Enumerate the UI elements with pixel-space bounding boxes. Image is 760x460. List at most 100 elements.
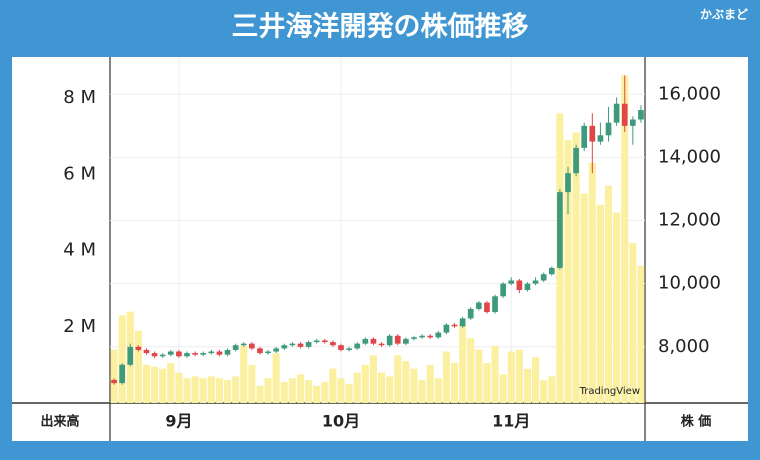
y-tick-label: 12,000	[658, 210, 721, 231]
volume-bar	[175, 372, 183, 403]
candle-body	[419, 335, 425, 338]
volume-bar	[491, 345, 499, 403]
volume-bar	[159, 368, 167, 403]
volume-bar	[280, 382, 288, 403]
volume-bar	[199, 378, 207, 403]
volume-bar	[142, 364, 151, 403]
candle-body	[516, 280, 523, 290]
candle-body	[411, 337, 417, 339]
x-tick-label: 9月	[165, 412, 192, 431]
candle-body	[321, 340, 328, 343]
candle-body	[443, 324, 450, 333]
volume-bar	[596, 204, 604, 403]
candle-body	[589, 125, 596, 142]
volume-bar	[369, 355, 377, 403]
volume-bar	[507, 351, 515, 403]
volume-bar	[329, 368, 337, 403]
volume-bar	[151, 366, 159, 403]
volume-bar	[207, 376, 215, 403]
volume-bar	[459, 324, 467, 403]
candle-body	[500, 283, 506, 297]
candle-body	[176, 351, 182, 357]
volume-bar	[523, 368, 532, 403]
candle-body	[151, 353, 158, 357]
candle-body	[232, 345, 239, 350]
candle-body	[240, 343, 247, 346]
candle-body	[532, 280, 539, 284]
candle-body	[597, 135, 604, 142]
volume-bar	[402, 361, 410, 403]
candle-body	[565, 173, 571, 193]
candle-body	[159, 354, 166, 357]
candle-body	[338, 345, 344, 350]
volume-bar	[588, 162, 596, 403]
candle-body	[540, 274, 547, 281]
candle-body	[557, 192, 563, 268]
y-tick-label: 8 M	[63, 87, 96, 108]
candle-body	[435, 332, 442, 338]
volume-bar	[499, 374, 507, 403]
candle-body	[297, 343, 304, 347]
candle-body	[378, 343, 385, 346]
candle-body	[621, 103, 628, 126]
candle-body	[127, 346, 134, 365]
candle-body	[508, 280, 515, 284]
candle-body	[475, 302, 482, 309]
candle-body	[184, 353, 190, 357]
volume-bar	[256, 385, 264, 403]
volume-bar	[580, 193, 588, 403]
volume-bar	[621, 75, 629, 404]
candle-body	[362, 338, 369, 344]
x-tick-label: 10月	[322, 412, 360, 431]
volume-bar	[475, 349, 483, 403]
candle-body	[581, 125, 588, 148]
volume-bar	[337, 378, 345, 403]
y-tick-label: 2 M	[63, 316, 96, 337]
logo: かぶまど	[700, 8, 748, 22]
candle-body	[492, 296, 498, 313]
candle-body	[459, 318, 466, 327]
volume-bar	[629, 242, 637, 403]
volume-bar	[515, 349, 523, 403]
watermark: TradingView	[579, 386, 640, 397]
y-tick-label: 10,000	[658, 273, 721, 294]
x-tick-label: 11月	[492, 412, 530, 431]
volume-bar	[378, 372, 386, 403]
volume-bar	[426, 364, 434, 403]
candle-body	[451, 324, 458, 327]
candle-body	[257, 348, 263, 354]
candle-body	[638, 110, 644, 120]
volume-bar	[418, 380, 426, 403]
volume-bar	[191, 376, 199, 403]
volume-bar	[483, 362, 491, 403]
volume-bar	[313, 385, 321, 403]
volume-bar	[215, 378, 223, 403]
candle-body	[386, 335, 393, 346]
volume-bar	[572, 132, 580, 403]
candle-body	[605, 122, 612, 136]
volume-bar	[637, 265, 645, 403]
price-axis-label: 株 価	[681, 414, 712, 430]
volume-bar	[134, 330, 142, 403]
candle-body	[216, 351, 223, 355]
candle-body	[167, 351, 174, 355]
candle-body	[200, 353, 207, 355]
volume-bar	[232, 376, 240, 403]
candle-body	[354, 343, 361, 349]
candle-body	[467, 308, 474, 319]
candle-body	[249, 343, 255, 349]
volume-bar	[288, 378, 296, 403]
volume-bar	[272, 353, 280, 403]
candle-body	[289, 343, 296, 346]
candle-body	[305, 342, 312, 347]
candle-body	[143, 349, 150, 354]
candle-body	[208, 351, 215, 354]
volume-bar	[321, 382, 329, 403]
volume-bar	[167, 362, 175, 403]
volume-bar	[442, 351, 450, 403]
volume-bar	[386, 376, 394, 403]
candle-body	[192, 353, 198, 355]
volume-bar	[353, 372, 361, 403]
volume-bar	[540, 380, 548, 403]
